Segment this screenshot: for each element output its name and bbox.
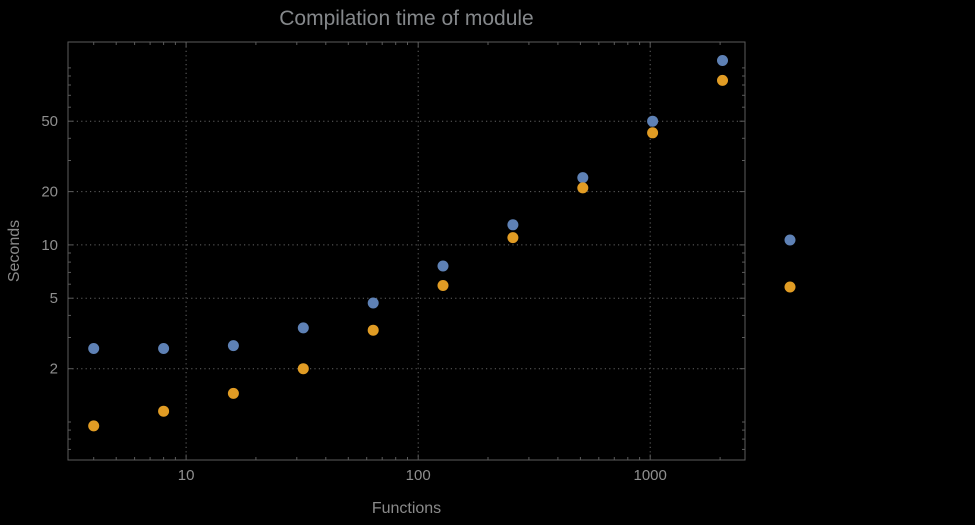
x-tick-label: 1000 — [634, 467, 667, 484]
y-tick-label: 20 — [41, 184, 58, 201]
data-point-series2 — [88, 420, 100, 432]
data-point-series1 — [158, 343, 170, 354]
y-tick-label: 5 — [50, 290, 58, 307]
data-point-series1 — [88, 343, 100, 354]
y-tick-label: 50 — [41, 113, 58, 130]
y-tick-label: 2 — [50, 361, 58, 378]
data-point-series2 — [437, 280, 449, 291]
data-point-series1 — [367, 297, 379, 309]
data-point-series2 — [647, 127, 659, 139]
data-point-series2 — [577, 182, 589, 194]
data-point-series2 — [507, 232, 519, 244]
data-point-series2 — [717, 74, 728, 86]
data-point-series1 — [507, 219, 519, 231]
data-point-series2 — [367, 324, 379, 336]
data-point-series1 — [227, 340, 239, 352]
data-point-series2 — [297, 363, 309, 375]
data-point-series2 — [227, 387, 239, 399]
legend-marker-1 — [784, 234, 796, 246]
legend-marker-2 — [784, 281, 796, 293]
data-point-series1 — [647, 115, 659, 127]
data-point-series2 — [158, 405, 170, 417]
x-axis-label: Functions — [371, 500, 442, 517]
data-point-series1 — [437, 260, 449, 272]
y-axis-label: Seconds — [6, 219, 23, 283]
data-point-series1 — [577, 172, 589, 184]
data-point-series1 — [717, 55, 728, 66]
x-tick-label: 100 — [406, 467, 431, 484]
x-tick-label: 10 — [178, 467, 195, 484]
y-tick-label: 10 — [41, 237, 58, 254]
chart-title: Compilation time of module — [279, 7, 534, 30]
plot-frame — [67, 41, 746, 461]
data-point-series1 — [297, 322, 309, 334]
